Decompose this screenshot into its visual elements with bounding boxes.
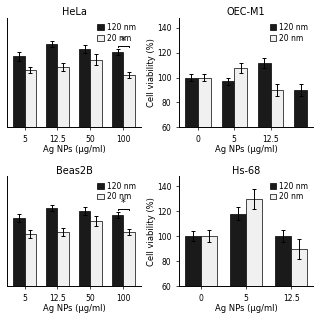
X-axis label: Ag NPs (μg/ml): Ag NPs (μg/ml) bbox=[215, 146, 277, 155]
Bar bbox=[276, 236, 291, 320]
Bar bbox=[271, 90, 283, 202]
Bar bbox=[112, 215, 123, 286]
Bar bbox=[258, 63, 271, 202]
Legend: 120 nm, 20 nm: 120 nm, 20 nm bbox=[268, 21, 309, 44]
Bar bbox=[13, 56, 25, 127]
Text: *: * bbox=[121, 198, 126, 208]
Bar bbox=[198, 77, 211, 202]
Bar bbox=[112, 52, 123, 127]
Bar bbox=[46, 208, 58, 286]
Bar bbox=[230, 214, 246, 320]
Bar bbox=[58, 67, 69, 127]
Bar bbox=[58, 232, 69, 286]
Bar bbox=[294, 90, 307, 202]
Bar bbox=[291, 249, 307, 320]
Bar bbox=[185, 236, 201, 320]
Y-axis label: Cell viability (%): Cell viability (%) bbox=[147, 197, 156, 266]
Bar bbox=[201, 236, 217, 320]
Bar bbox=[46, 44, 58, 127]
Bar bbox=[246, 199, 262, 320]
X-axis label: Ag NPs (μg/ml): Ag NPs (μg/ml) bbox=[43, 146, 105, 155]
Bar bbox=[91, 60, 102, 127]
Bar bbox=[123, 75, 135, 127]
Bar bbox=[79, 49, 91, 127]
Title: HeLa: HeLa bbox=[61, 7, 86, 17]
Title: Beas2B: Beas2B bbox=[55, 165, 92, 176]
Bar bbox=[123, 232, 135, 286]
Legend: 120 nm, 20 nm: 120 nm, 20 nm bbox=[268, 180, 309, 203]
X-axis label: Ag NPs (μg/ml): Ag NPs (μg/ml) bbox=[43, 304, 105, 313]
Bar bbox=[25, 70, 36, 127]
Legend: 120 nm, 20 nm: 120 nm, 20 nm bbox=[96, 21, 137, 44]
Title: OEC-M1: OEC-M1 bbox=[227, 7, 265, 17]
Text: *: * bbox=[121, 36, 126, 46]
Bar bbox=[185, 77, 198, 202]
Bar bbox=[13, 218, 25, 286]
Bar bbox=[79, 211, 91, 286]
Bar bbox=[221, 81, 234, 202]
Legend: 120 nm, 20 nm: 120 nm, 20 nm bbox=[96, 180, 137, 203]
Bar bbox=[234, 68, 247, 202]
Title: Hs-68: Hs-68 bbox=[232, 165, 260, 176]
Bar bbox=[91, 221, 102, 286]
Bar bbox=[25, 234, 36, 286]
Y-axis label: Cell viability (%): Cell viability (%) bbox=[147, 38, 156, 107]
X-axis label: Ag NPs (μg/ml): Ag NPs (μg/ml) bbox=[215, 304, 277, 313]
